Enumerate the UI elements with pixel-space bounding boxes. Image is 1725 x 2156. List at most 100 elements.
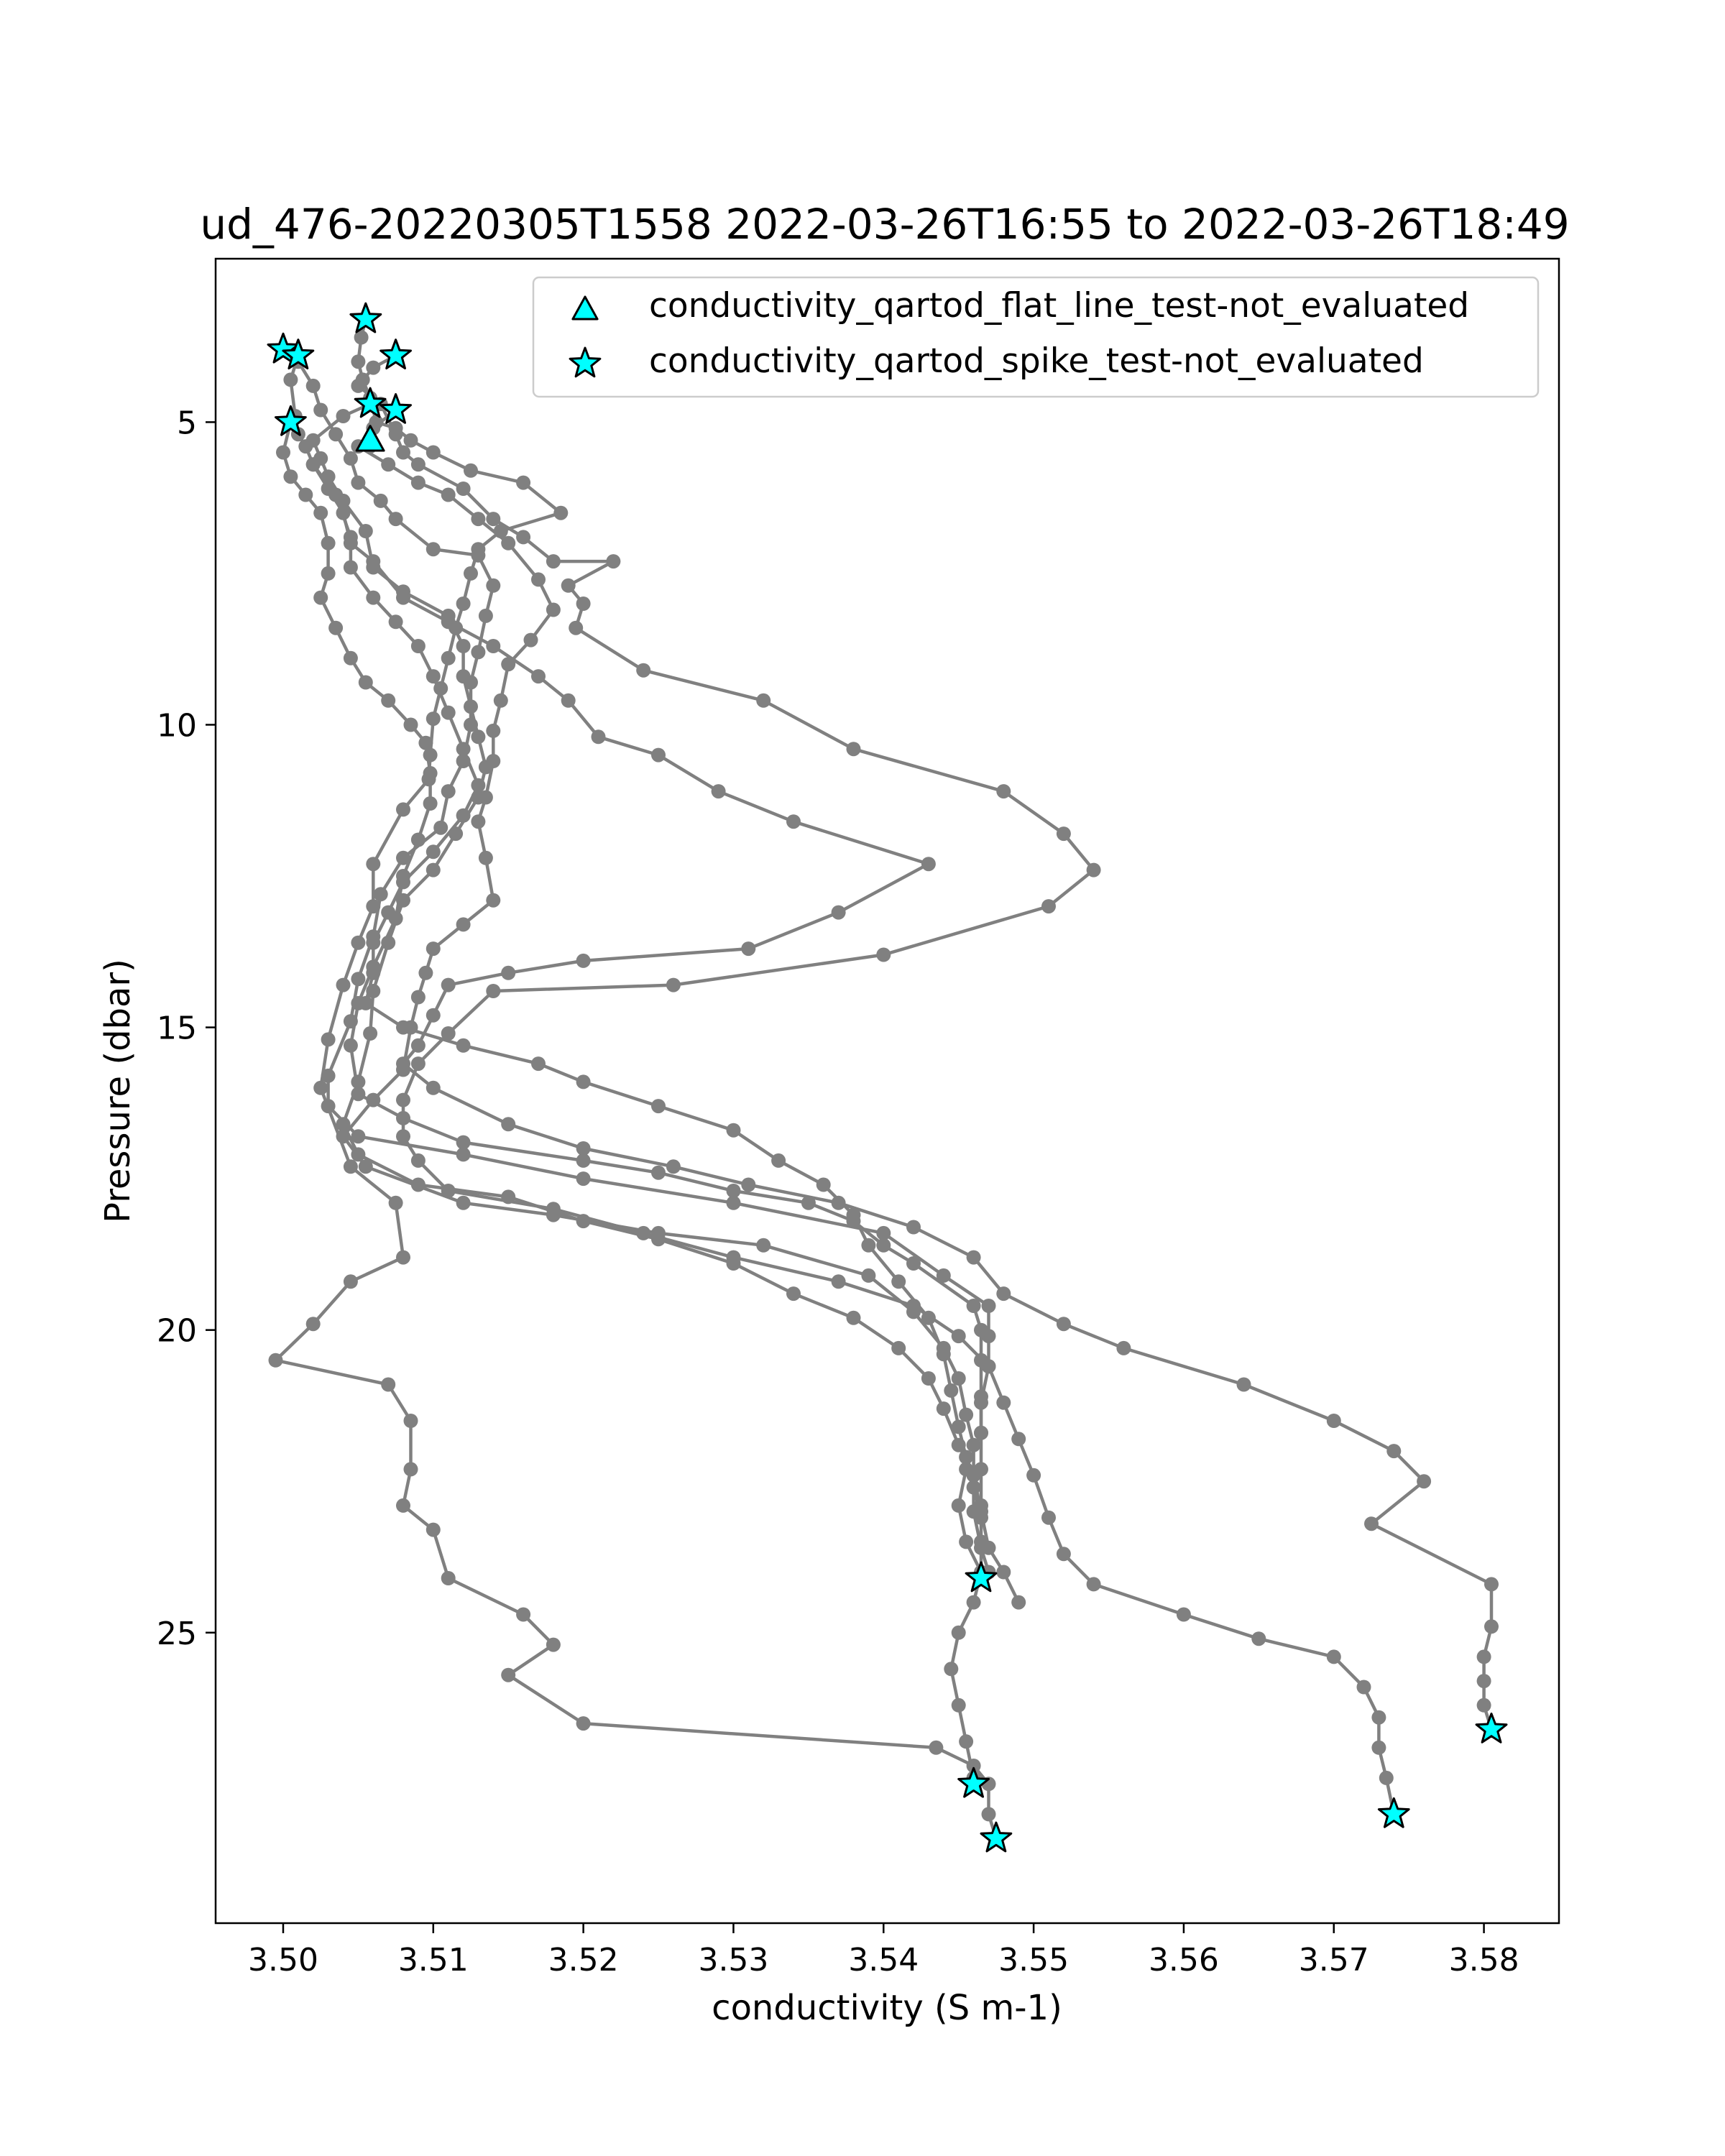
data-point	[471, 778, 486, 793]
data-point	[726, 1123, 741, 1138]
data-point	[396, 1129, 410, 1144]
data-point	[959, 1734, 974, 1749]
data-point	[831, 905, 846, 920]
data-point	[328, 487, 344, 502]
data-point	[381, 905, 396, 920]
data-point	[726, 1195, 741, 1210]
data-point	[426, 1080, 441, 1095]
data-point	[501, 1667, 516, 1682]
data-point	[396, 875, 410, 890]
data-point	[951, 1697, 966, 1713]
legend-label-spike: conductivity_qartod_spike_test-not_evalu…	[649, 341, 1424, 381]
data-point	[471, 548, 486, 563]
data-point	[410, 1056, 426, 1072]
data-point	[651, 1232, 666, 1247]
data-point	[373, 887, 388, 902]
data-point	[501, 657, 516, 672]
data-point	[1476, 1649, 1491, 1664]
data-point	[441, 1026, 456, 1041]
data-point	[906, 1220, 921, 1235]
data-point	[471, 729, 486, 745]
data-point	[1371, 1740, 1386, 1755]
data-point	[276, 445, 290, 460]
data-point	[569, 620, 584, 635]
x-tick-label: 3.58	[1449, 1942, 1519, 1978]
data-point	[305, 378, 321, 393]
data-point	[426, 445, 441, 460]
data-point	[1356, 1680, 1371, 1695]
data-point	[283, 469, 298, 484]
data-point	[501, 1189, 516, 1204]
x-tick-label: 3.56	[1149, 1942, 1219, 1978]
data-point	[816, 1177, 831, 1192]
data-point	[410, 990, 426, 1005]
data-point	[636, 663, 651, 678]
data-point	[456, 917, 471, 932]
data-point	[351, 1147, 366, 1162]
data-point	[1056, 1547, 1071, 1562]
data-point	[358, 524, 373, 538]
data-point	[1041, 899, 1056, 914]
data-point	[478, 760, 493, 775]
data-point	[576, 1716, 591, 1731]
data-point	[1251, 1631, 1266, 1646]
data-point	[410, 832, 426, 847]
data-point	[366, 360, 381, 375]
data-point	[403, 1414, 418, 1428]
data-point	[388, 614, 403, 630]
data-point	[576, 1141, 591, 1156]
data-point	[373, 493, 388, 508]
spike-flag-marker	[349, 302, 382, 333]
data-point	[313, 402, 328, 418]
data-point	[936, 1401, 951, 1416]
data-point	[1086, 862, 1101, 877]
flat-line-flag-marker	[355, 425, 385, 452]
legend-label-flat-line: conductivity_qartod_flat_line_test-not_e…	[649, 286, 1469, 326]
data-point	[944, 1383, 959, 1398]
spike-flag-marker	[275, 405, 307, 436]
data-point	[410, 457, 426, 472]
data-point	[756, 1238, 771, 1253]
data-point	[861, 1238, 876, 1253]
data-point	[298, 487, 313, 502]
spike-flag-marker	[957, 1766, 990, 1798]
y-axis: 5 10 15 20 25	[157, 405, 216, 1652]
data-point	[403, 1462, 418, 1477]
data-point	[358, 675, 373, 690]
y-axis-title: Pressure (dbar)	[98, 959, 138, 1223]
data-point	[974, 1425, 988, 1440]
data-point	[951, 1419, 966, 1434]
data-point	[363, 1026, 378, 1041]
data-point	[486, 984, 501, 998]
data-point	[456, 1195, 471, 1210]
data-point	[351, 935, 366, 950]
data-point	[396, 1110, 410, 1125]
data-point	[846, 742, 861, 757]
data-point	[951, 1329, 966, 1344]
data-point	[441, 1571, 456, 1585]
data-point	[456, 1038, 471, 1053]
data-point	[831, 1274, 846, 1289]
data-point	[974, 1353, 988, 1368]
data-point	[410, 639, 426, 653]
data-point	[441, 608, 456, 623]
data-point	[486, 639, 501, 653]
data-point	[974, 1510, 988, 1525]
spike-flag-marker	[354, 387, 387, 418]
flag-layer	[267, 302, 1508, 1853]
data-point	[546, 554, 561, 569]
spike-flag-marker	[1377, 1797, 1410, 1828]
data-point	[1176, 1607, 1191, 1622]
x-tick-label: 3.53	[698, 1942, 768, 1978]
legend-triangle-marker	[571, 295, 599, 321]
data-point	[576, 1214, 591, 1229]
data-point	[381, 457, 396, 472]
data-point	[410, 1177, 426, 1192]
data-point	[471, 814, 486, 829]
data-point	[388, 512, 403, 527]
data-point	[786, 814, 801, 829]
data-point	[396, 1250, 410, 1265]
profile-line-3	[356, 354, 1396, 1815]
data-point	[464, 566, 478, 581]
data-point	[561, 578, 576, 593]
